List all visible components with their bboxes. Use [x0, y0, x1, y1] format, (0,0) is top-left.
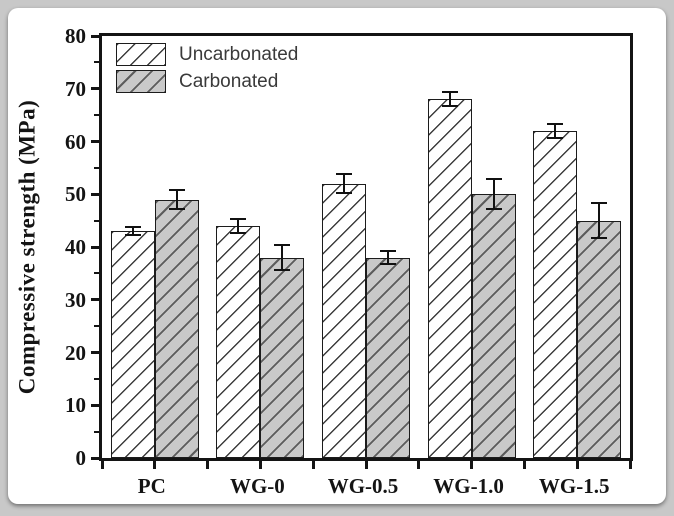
x-tick [575, 461, 579, 469]
y-tick-label: 50 [65, 182, 86, 207]
y-minor-tick [94, 325, 99, 328]
x-tick-label: WG-0.5 [327, 474, 399, 498]
y-tick-label: 10 [65, 393, 86, 418]
y-minor-tick [94, 272, 99, 275]
bar-carbonated-wg-0 [260, 257, 305, 458]
bar-uncarbonated-pc [110, 231, 155, 458]
error-bar-uncarbonated-wg-1.0 [441, 91, 458, 108]
y-major-tick [91, 403, 99, 407]
y-tick-label: 60 [65, 129, 86, 154]
bar-carbonated-wg-0.5 [366, 257, 410, 458]
y-minor-tick [94, 377, 99, 380]
x-tick [258, 461, 262, 469]
bar-uncarbonated-wg-1.0 [427, 99, 472, 458]
y-tick-label: 0 [75, 446, 87, 470]
x-tick [100, 461, 104, 469]
y-major-tick [91, 87, 99, 91]
y-minor-tick [94, 219, 99, 222]
y-minor-tick [94, 61, 99, 64]
legend-item-uncarbonated: Uncarbonated [116, 43, 298, 66]
error-bar-carbonated-wg-1.5 [591, 202, 608, 240]
x-tick [628, 461, 632, 469]
y-major-tick [91, 456, 99, 460]
legend-swatch-carbonated [116, 70, 166, 93]
error-bar-uncarbonated-wg-1.5 [547, 123, 564, 139]
x-tick [417, 461, 421, 469]
chart-card: Compressive strength (MPa) Uncarbonated C… [8, 8, 666, 504]
bar-carbonated-wg-1.5 [577, 220, 622, 458]
y-tick-label: 80 [65, 24, 86, 48]
legend-label: Uncarbonated [179, 43, 299, 65]
y-major-tick [91, 245, 99, 249]
y-tick-label: 20 [65, 340, 86, 365]
error-bar-carbonated-pc [168, 188, 185, 211]
bar-uncarbonated-wg-1.5 [533, 130, 578, 458]
y-minor-tick [94, 114, 99, 117]
x-tick-label: PC [137, 474, 166, 498]
y-major-tick [91, 140, 99, 143]
x-tick-label: WG-1.0 [433, 474, 504, 498]
y-major-tick [91, 192, 99, 196]
error-bar-uncarbonated-pc [124, 225, 141, 237]
error-bar-uncarbonated-wg-0 [230, 217, 247, 234]
x-tick-label: WG-1.5 [538, 474, 610, 498]
y-minor-tick [94, 430, 99, 433]
error-bar-carbonated-wg-0.5 [380, 249, 396, 266]
x-tick [206, 461, 210, 469]
bar-carbonated-wg-1.0 [471, 194, 516, 458]
y-major-tick [91, 298, 99, 302]
x-tick [311, 461, 315, 469]
error-bar-uncarbonated-wg-0.5 [336, 173, 352, 195]
legend-item-carbonated: Carbonated [116, 70, 298, 93]
y-major-tick [91, 34, 99, 38]
bar-carbonated-pc [154, 199, 199, 458]
error-bar-carbonated-wg-0 [274, 244, 291, 271]
x-tick-label: WG-0 [229, 474, 285, 498]
x-tick [364, 461, 368, 469]
y-tick-label: 40 [65, 235, 86, 259]
error-bar-carbonated-wg-1.0 [485, 178, 502, 211]
y-tick-label: 30 [65, 287, 86, 312]
legend-swatch-uncarbonated [116, 43, 166, 66]
y-major-tick [91, 351, 99, 354]
bar-uncarbonated-wg-0 [216, 225, 261, 458]
x-tick [522, 461, 526, 469]
plot-area: Uncarbonated Carbonated [91, 33, 633, 469]
y-minor-tick [94, 166, 99, 169]
legend: Uncarbonated Carbonated [116, 43, 298, 97]
x-tick [470, 461, 474, 469]
bar-uncarbonated-wg-0.5 [322, 183, 366, 458]
y-tick-label: 70 [65, 76, 86, 101]
legend-label: Carbonated [179, 70, 279, 92]
x-tick [153, 461, 157, 469]
